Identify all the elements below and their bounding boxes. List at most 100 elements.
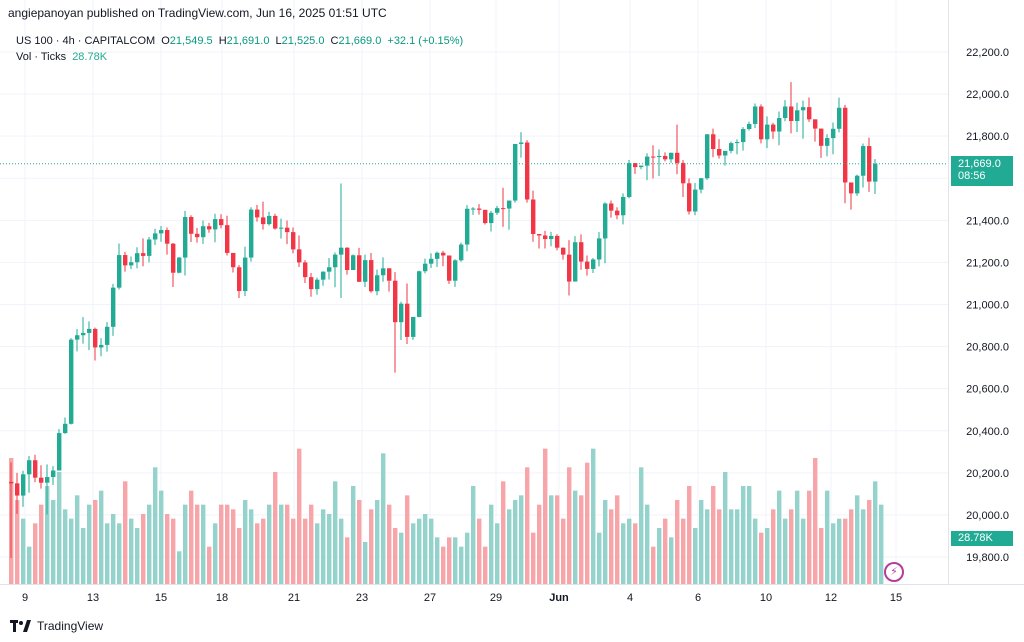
candle [63,417,68,434]
candle-body [465,208,470,245]
volume-bar [225,504,230,584]
time-tick: 12 [825,592,837,604]
bar-countdown: 08:56 [958,169,986,182]
candle-body [615,210,620,216]
volume-label[interactable]: Vol · Ticks [16,51,67,63]
price-axis[interactable]: 22,200.022,000.021,800.021,600.021,400.0… [966,47,1009,564]
volume-bar [759,532,764,584]
candle-body [717,149,722,156]
volume-bar [657,528,662,584]
candle-body [255,209,260,218]
candle [507,200,512,230]
candle-body [273,215,278,229]
candle-body [705,134,710,179]
volume-bar [477,518,482,584]
volume-bar [381,453,386,584]
candle-body [639,165,644,168]
candle [603,202,608,264]
volume-bar [339,518,344,584]
candle [795,102,800,132]
candle [501,187,506,227]
candle-body [741,129,746,143]
candle [171,243,176,288]
symbol-label[interactable]: US 100 · 4h · CAPITALCOM [16,35,156,47]
volume-bar [291,518,296,584]
candle [567,240,572,296]
volume-bar [501,481,506,584]
lightning-icon[interactable]: ⚡ [884,562,904,582]
volume-bar [75,495,80,584]
candle-body [345,247,350,270]
volume-bar [459,546,464,584]
candle-body [525,142,530,200]
volume-bar [837,518,842,584]
candle [471,207,476,215]
candle [549,231,554,247]
time-axis[interactable]: 9 13 15 18 21 23 27 29 Jun 4 6 10 12 15 [22,592,902,604]
candle-body [45,477,50,483]
candle-body [855,175,860,194]
candle-body [69,339,74,424]
candle [693,182,698,216]
candle-body [57,433,62,471]
candle [99,338,104,357]
candle-body [171,243,176,273]
candle [147,236,152,263]
candle [699,178,704,194]
candle-body [93,328,98,348]
candle [399,301,404,341]
volume-bar [597,532,602,584]
volume-bar [795,490,800,584]
volume-bar [801,518,806,584]
volume-bar [63,509,68,584]
volume-bar [771,509,776,584]
candle-body [459,244,464,261]
candle-body [729,143,734,151]
volume-bar [369,509,374,584]
candle [81,317,86,344]
candle [825,134,830,157]
volume-bar [867,500,872,584]
volume-bar [15,500,20,584]
candle [417,270,422,318]
candle [357,247,362,282]
candle [687,178,692,215]
price-tick: 21,200.0 [966,257,1009,269]
candle [39,465,44,489]
candle-body [441,252,446,256]
candle [45,464,50,515]
candle-body [813,119,818,129]
volume-bar [345,537,350,584]
volume-tag-value: 28.78K [958,532,993,544]
volume-bar [591,448,596,584]
candle-body [687,183,692,212]
candle-body [201,226,206,238]
candle-body [105,326,110,345]
candle-body [375,275,380,292]
candle [609,200,614,218]
candle-body [75,335,80,340]
time-tick: 6 [695,592,701,604]
volume-bar [207,546,212,584]
time-tick: 4 [627,592,633,604]
candle [861,143,866,188]
volume-bar [147,504,152,584]
candle-body [591,259,596,269]
close-value: 21,669.0 [338,35,382,47]
price-tick: 21,000.0 [966,300,1009,312]
candle [153,228,158,245]
candle-body [453,260,458,281]
candle [231,252,236,273]
candle-body [597,238,602,260]
volume-bar [825,490,830,584]
volume-bar [543,448,548,584]
candle-body [843,107,848,183]
price-tick: 20,600.0 [966,384,1009,396]
candle-body [633,163,638,168]
candle-body [135,253,140,263]
volume-bar [627,518,632,584]
candle-body [351,255,356,270]
candle-body [399,303,404,323]
candle-body [795,110,800,122]
